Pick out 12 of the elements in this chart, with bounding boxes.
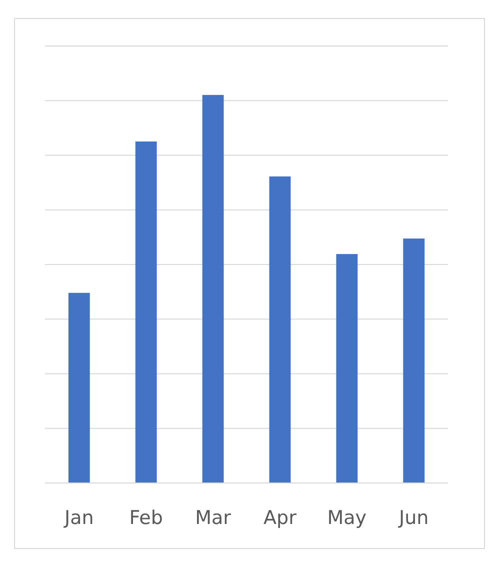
bar [135, 142, 157, 483]
x-tick-label: Apr [264, 507, 297, 529]
x-tick-label: Feb [129, 507, 163, 529]
bar [336, 254, 358, 483]
x-tick-label: Jan [63, 507, 94, 529]
bar [269, 176, 291, 483]
bar [202, 94, 224, 483]
x-tick-label: Mar [195, 507, 232, 529]
x-tick-label: Jun [398, 507, 429, 529]
bar [403, 238, 425, 483]
x-tick-label: May [327, 507, 367, 529]
bar [68, 292, 90, 483]
